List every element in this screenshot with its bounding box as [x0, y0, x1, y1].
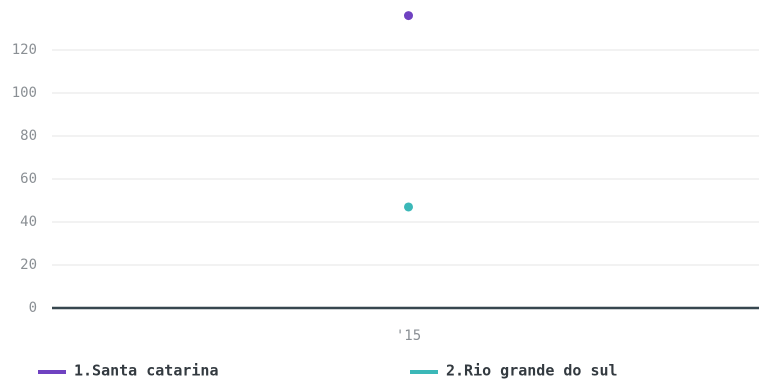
x-tick-label: '15 [396, 328, 421, 344]
data-point [404, 11, 413, 21]
y-tick-label: 80 [20, 128, 37, 144]
legend-label: 2.Rio grande do sul [446, 362, 618, 380]
legend-label: 1.Santa catarina [74, 362, 219, 380]
y-tick-label: 0 [29, 300, 37, 316]
y-tick-label: 40 [20, 214, 37, 230]
y-tick-label: 100 [12, 85, 37, 101]
y-tick-label: 20 [20, 257, 37, 273]
y-tick-label: 60 [20, 171, 37, 187]
y-tick-label: 120 [12, 42, 37, 58]
data-point [404, 202, 413, 212]
